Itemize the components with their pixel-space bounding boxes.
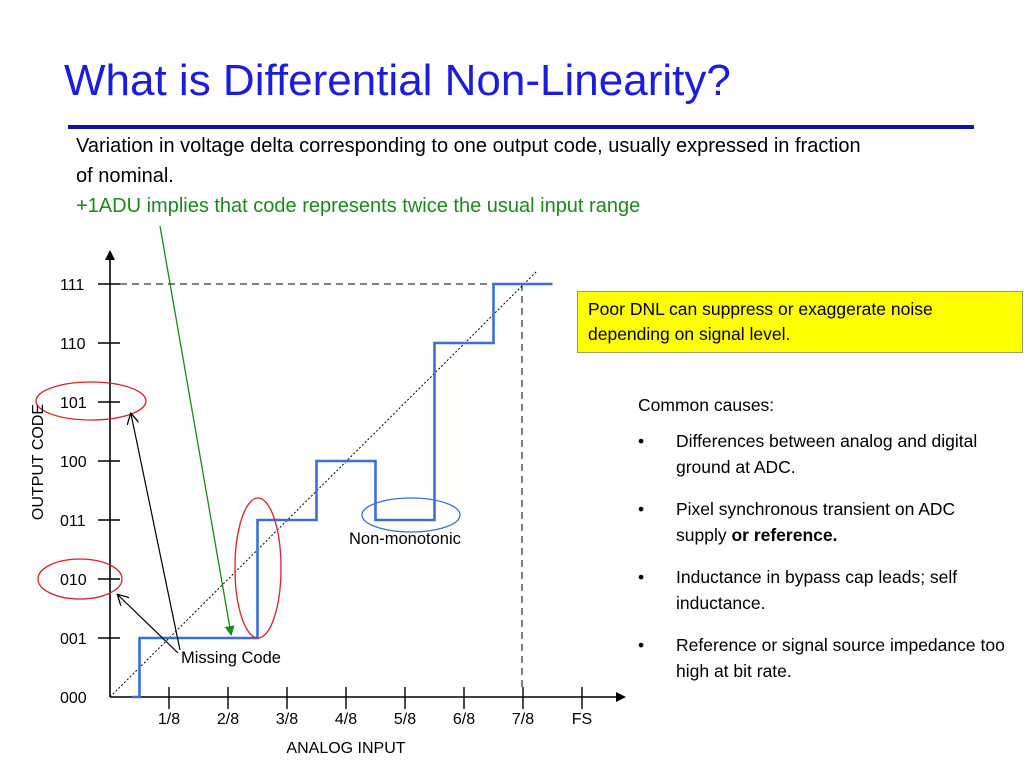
- adc-transfer-function: [132, 282, 553, 699]
- intro-definition: Variation in voltage delta corresponding…: [76, 135, 861, 187]
- x-tick-label: 4/8: [335, 711, 357, 728]
- y-axis-label: OUTPUT CODE: [30, 404, 47, 520]
- cause-text: Pixel synchronous transient on ADC suppl…: [676, 499, 956, 545]
- cause-item: • Inductance in bypass cap leads; self in…: [638, 564, 1008, 616]
- x-axis-label: ANALOG INPUT: [286, 740, 405, 757]
- x-tick-label: 3/8: [276, 711, 298, 728]
- cause-text: Differences between analog and digital g…: [676, 431, 978, 477]
- non-monotonic-label: Non-monotonic: [349, 530, 461, 548]
- cause-text: Reference or signal source impedance too…: [676, 635, 1005, 681]
- adu-note-arrow: [159, 225, 235, 636]
- y-tick-label: 101: [60, 395, 87, 412]
- non-monotonic-ellipse: [361, 497, 461, 533]
- cause-text: Inductance in bypass cap leads; self ind…: [676, 567, 958, 613]
- cause-item: • Pixel synchronous transient on ADC supp…: [638, 496, 1008, 548]
- ideal-transfer-line: [109, 270, 538, 698]
- missing-code-010-circle: [37, 558, 123, 600]
- dnl-noise-callout: Poor DNL can suppress or exaggerate nois…: [577, 291, 1023, 353]
- cause-item: • Differences between analog and digital …: [638, 428, 1008, 480]
- x-tick-label: 6/8: [453, 711, 475, 728]
- x-tick-label: 1/8: [158, 711, 180, 728]
- y-tick-label: 100: [60, 454, 87, 471]
- x-ticks: 1/8 2/8 3/8 4/8 5/8 6/8 7/8 FS: [158, 687, 592, 728]
- bullet-icon: •: [638, 635, 645, 655]
- bullet-icon: •: [638, 431, 645, 451]
- y-tick-label: 110: [60, 336, 86, 353]
- y-tick-label: 001: [60, 631, 87, 648]
- missing-code-label: Missing Code: [181, 649, 281, 667]
- cause-item: • Reference or signal source impedance to…: [638, 632, 1008, 684]
- y-tick-label: 000: [60, 690, 87, 707]
- causes-heading: Common causes:: [638, 395, 775, 415]
- x-tick-label: FS: [572, 711, 592, 728]
- missing-code-101-circle: [35, 381, 147, 421]
- slide-title: What is Differential Non-Linearity?: [64, 56, 731, 105]
- intro-text: Variation in voltage delta corresponding…: [76, 131, 876, 221]
- y-tick-label: 010: [60, 572, 87, 589]
- causes-list: • Differences between analog and digital …: [638, 428, 1008, 684]
- title-underline: [68, 125, 974, 129]
- common-causes: Common causes: • Differences between anal…: [638, 392, 1008, 700]
- missing-code-arrow-010: [118, 595, 179, 654]
- x-tick-label: 7/8: [512, 711, 534, 728]
- y-tick-label: 011: [60, 513, 86, 530]
- cause-emphasis: or reference.: [731, 525, 838, 545]
- x-tick-label: 2/8: [217, 711, 239, 728]
- bullet-icon: •: [638, 499, 645, 519]
- missing-code-step-circle: [234, 497, 282, 639]
- intro-adu-note: +1ADU implies that code represents twice…: [76, 195, 641, 217]
- y-tick-label: 111: [60, 277, 84, 294]
- missing-code-arrow-101: [131, 414, 181, 651]
- x-tick-label: 5/8: [394, 711, 416, 728]
- y-ticks: 000 001 010 011 100 101 110 111: [60, 277, 120, 707]
- bullet-icon: •: [638, 567, 645, 587]
